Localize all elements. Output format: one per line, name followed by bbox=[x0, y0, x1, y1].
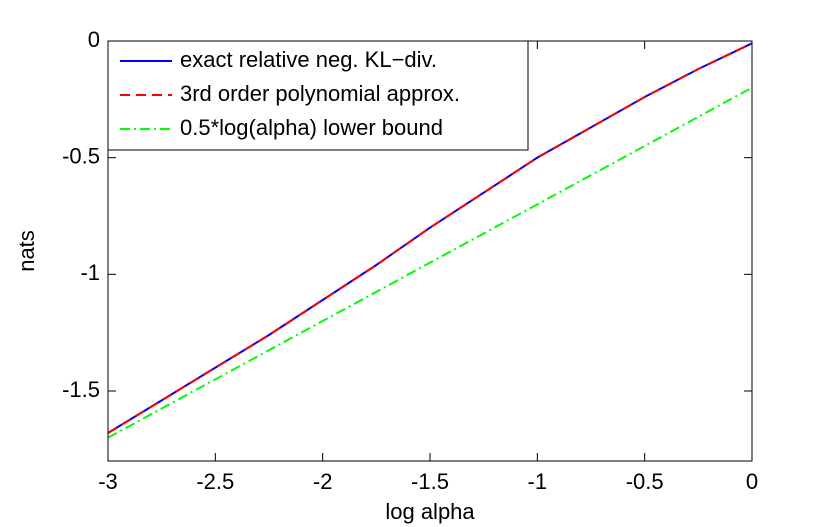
x-tick-label: -0.5 bbox=[626, 469, 664, 494]
legend-label: 3rd order polynomial approx. bbox=[180, 81, 460, 106]
y-tick-label: -0.5 bbox=[62, 143, 100, 168]
series-line bbox=[107, 42, 753, 434]
x-tick-label: 0 bbox=[746, 469, 758, 494]
y-axis-label: nats bbox=[14, 230, 39, 272]
y-tick-label: -1.5 bbox=[62, 377, 100, 402]
x-tick-label: -3 bbox=[98, 469, 118, 494]
x-tick-label: -1.5 bbox=[411, 469, 449, 494]
legend-label: 0.5*log(alpha) lower bound bbox=[180, 115, 443, 140]
y-tick-label: 0 bbox=[88, 27, 100, 52]
legend-box bbox=[107, 40, 529, 151]
series-line bbox=[107, 86, 753, 439]
x-tick-label: -2 bbox=[313, 469, 333, 494]
y-tick-label: -1 bbox=[80, 260, 100, 285]
x-tick-label: -1 bbox=[528, 469, 548, 494]
legend-label: exact relative neg. KL−div. bbox=[180, 47, 437, 72]
x-tick-label: -2.5 bbox=[196, 469, 234, 494]
x-axis-label: log alpha bbox=[385, 499, 475, 524]
